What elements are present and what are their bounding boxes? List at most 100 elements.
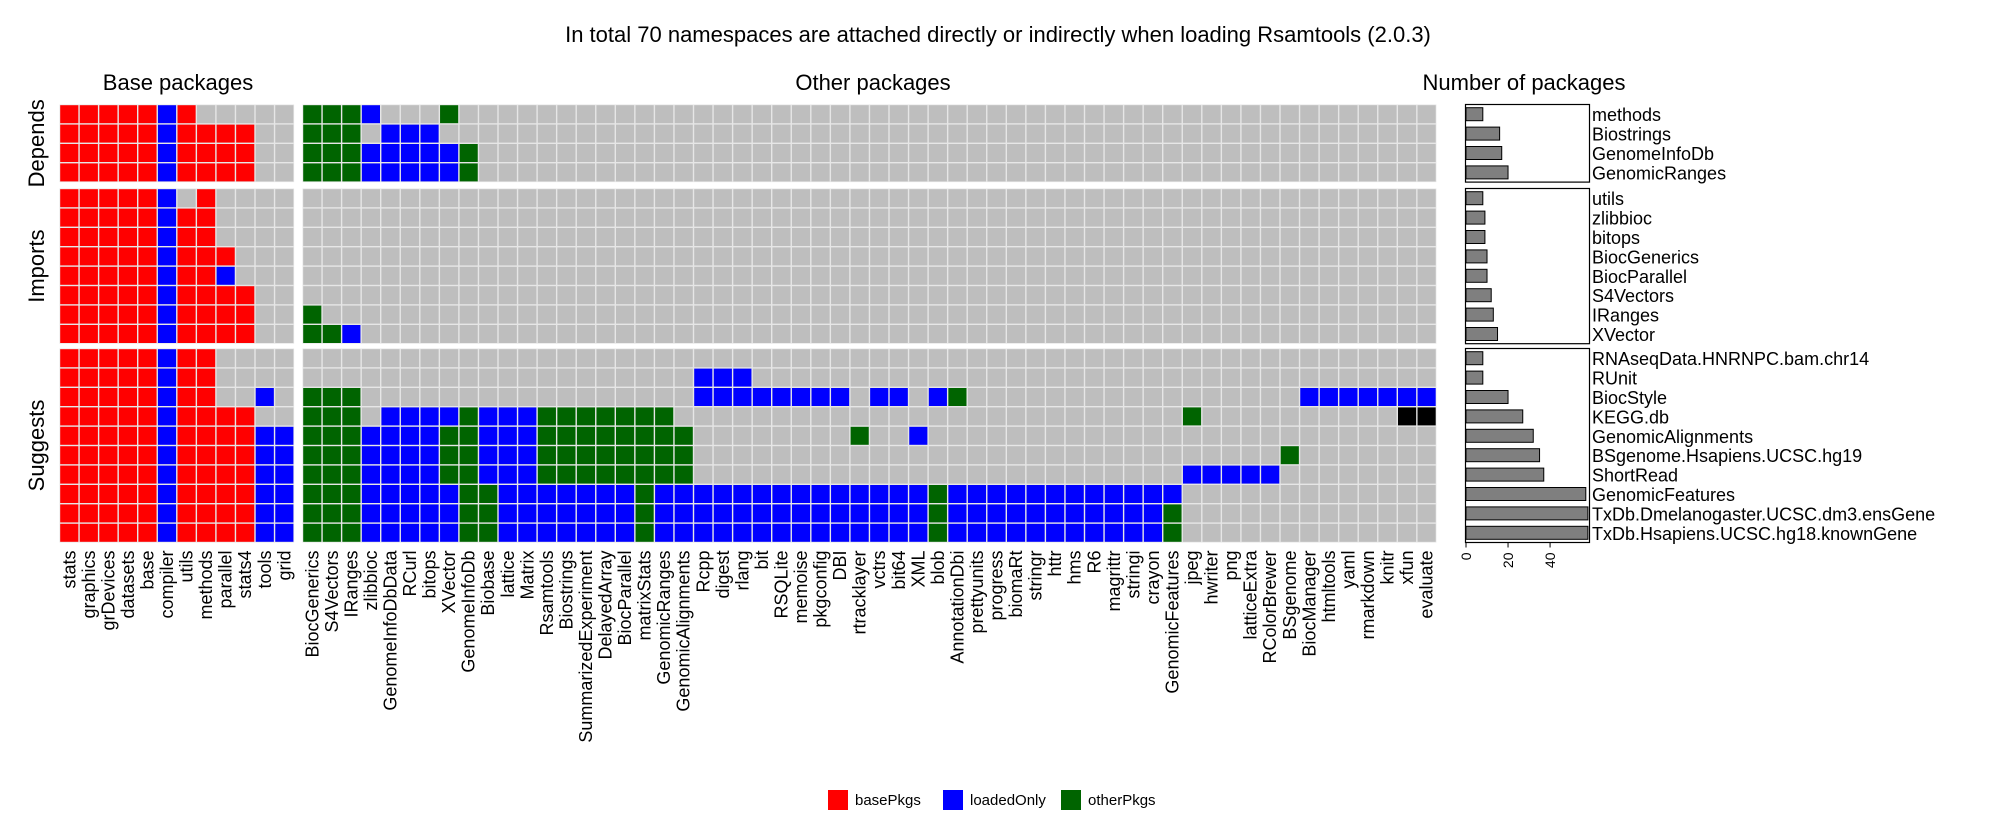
cell-iranges-biocgenerics — [303, 305, 322, 324]
cell-bitops-biostrings — [557, 228, 576, 246]
cell-zlibbioc-annotationdbi — [948, 208, 967, 227]
cell-txdb-dmelanogaster-ucsc-dm3-ensgene-annotationdbi — [948, 504, 967, 523]
cell-rnaseqdata-hnrnpc-bam-chr14-rsqlite — [772, 349, 791, 368]
cell-utils-utils — [177, 189, 196, 208]
cell-xvector-compiler — [157, 325, 177, 343]
cell-genomicalignments-base — [138, 426, 157, 445]
cell-biocstyle-genomicalignments — [674, 388, 693, 406]
cell-biocparallel-biocparallel — [616, 266, 635, 285]
chart-legend: basePkgs loadedOnly otherPkgs — [828, 790, 1156, 810]
cell-txdb-dmelanogaster-ucsc-dm3-ensgene-latticeextra — [1241, 504, 1260, 523]
cell-rnaseqdata-hnrnpc-bam-chr14-base — [138, 349, 157, 368]
cell-biocstyle-grdevices — [99, 388, 118, 406]
cell-txdb-dmelanogaster-ucsc-dm3-ensgene-rsamtools — [537, 504, 556, 523]
cell-iranges-htmltools — [1319, 305, 1338, 324]
cell-genomicranges-rtracklayer — [850, 163, 869, 182]
cell-utils-stats — [60, 189, 79, 208]
cell-methods-xfun — [1398, 105, 1417, 124]
cell-txdb-hsapiens-ucsc-hg18-knowngene-stringr — [1026, 523, 1045, 542]
cell-s4vectors-rcurl — [400, 286, 420, 305]
cell-genomicranges-dbi — [831, 163, 850, 182]
cell-biocstyle-crayon — [1143, 388, 1162, 406]
cell-txdb-dmelanogaster-ucsc-dm3-ensgene-rsqlite — [772, 504, 791, 523]
cell-biostrings-rlang — [733, 124, 752, 143]
cell-biocgenerics-memoise — [791, 247, 811, 266]
cell-bsgenome-hsapiens-ucsc-hg19-compiler — [157, 446, 177, 465]
cell-genomicfeatures-pkgconfig — [811, 485, 830, 503]
cell-bitops-stringr — [1026, 228, 1045, 246]
cell-txdb-hsapiens-ucsc-hg18-knowngene-knitr — [1378, 523, 1397, 542]
cell-bsgenome-hsapiens-ucsc-hg19-grid — [275, 446, 294, 465]
cell-methods-htmltools — [1319, 105, 1338, 124]
cell-bsgenome-hsapiens-ucsc-hg19-genomicranges — [655, 446, 674, 465]
cell-biostrings-bsgenome — [1280, 124, 1299, 143]
cell-zlibbioc-biocparallel — [616, 208, 635, 227]
cell-genomicalignments-utils — [177, 426, 196, 445]
cell-xvector-stats — [60, 325, 79, 343]
cell-xvector-rmarkdown — [1358, 325, 1378, 343]
cell-utils-xml — [909, 189, 928, 208]
cell-biostrings-bit — [752, 124, 771, 143]
cell-genomicranges-magrittr — [1104, 163, 1123, 182]
group-label-depends: Depends — [24, 99, 49, 187]
cell-methods-rcurl — [400, 105, 420, 124]
cell-genomicalignments-progress — [987, 426, 1006, 445]
cell-kegg-db-pkgconfig — [811, 407, 830, 426]
cell-genomicranges-memoise — [791, 163, 811, 182]
cell-utils-hwriter — [1202, 189, 1221, 208]
cell-zlibbioc-r6 — [1085, 208, 1104, 227]
cell-biocparallel-hms — [1065, 266, 1084, 285]
cell-biocparallel-grdevices — [99, 266, 118, 285]
cell-s4vectors-s4vectors — [322, 286, 341, 305]
cell-iranges-delayedarray — [596, 305, 615, 324]
column-label-evaluate: evaluate — [1417, 551, 1437, 619]
cell-zlibbioc-stringr — [1026, 208, 1045, 227]
row-label-genomicranges: GenomicRanges — [1592, 163, 1726, 183]
cell-genomeinfodb-htmltools — [1319, 144, 1338, 162]
cell-zlibbioc-s4vectors — [322, 208, 341, 227]
cell-s4vectors-compiler — [157, 286, 177, 305]
cell-biocstyle-genomeinfodb — [459, 388, 478, 406]
cell-s4vectors-hms — [1065, 286, 1084, 305]
cell-biostrings-base — [138, 124, 157, 143]
cell-utils-biobase — [479, 189, 498, 208]
cell-biocparallel-knitr — [1378, 266, 1397, 285]
cell-bsgenome-hsapiens-ucsc-hg19-datasets — [118, 446, 137, 465]
column-label-bit: bit — [752, 551, 772, 570]
cell-genomicfeatures-annotationdbi — [948, 485, 967, 503]
cell-runit-jpeg — [1182, 368, 1202, 387]
cell-rnaseqdata-hnrnpc-bam-chr14-biomart — [1007, 349, 1026, 368]
cell-zlibbioc-methods — [197, 208, 216, 227]
cell-kegg-db-genomicfeatures — [1163, 407, 1182, 426]
cell-xvector-bit — [752, 325, 771, 343]
cell-genomeinfodb-yaml — [1339, 144, 1358, 162]
cell-genomeinfodb-pkgconfig — [811, 144, 830, 162]
cell-bsgenome-hsapiens-ucsc-hg19-memoise — [791, 446, 811, 465]
cell-methods-jpeg — [1182, 105, 1202, 124]
cell-runit-hwriter — [1202, 368, 1221, 387]
cell-bitops-iranges — [342, 228, 361, 246]
cell-genomicalignments-s4vectors — [322, 426, 341, 445]
cell-runit-matrix — [518, 368, 537, 387]
cell-kegg-db-zlibbioc — [361, 407, 380, 426]
cell-genomicalignments-memoise — [791, 426, 811, 445]
cell-xvector-stats4 — [236, 325, 255, 343]
cell-genomicalignments-crayon — [1143, 426, 1162, 445]
cell-shortread-s4vectors — [322, 465, 341, 484]
cell-biocstyle-bit64 — [889, 388, 908, 406]
cell-genomicranges-genomicranges — [655, 163, 674, 182]
cell-methods-latticeextra — [1241, 105, 1260, 124]
cell-rnaseqdata-hnrnpc-bam-chr14-jpeg — [1182, 349, 1202, 368]
cell-txdb-hsapiens-ucsc-hg18-knowngene-summarizedexperiment — [576, 523, 596, 542]
cell-shortread-dbi — [831, 465, 850, 484]
cell-txdb-hsapiens-ucsc-hg18-knowngene-compiler — [157, 523, 177, 542]
cell-iranges-rcurl — [400, 305, 420, 324]
cell-biostrings-iranges — [342, 124, 361, 143]
cell-iranges-biobase — [479, 305, 498, 324]
cell-biocgenerics-digest — [713, 247, 732, 266]
cell-kegg-db-blob — [928, 407, 947, 426]
cell-bitops-memoise — [791, 228, 811, 246]
cell-kegg-db-httr — [1046, 407, 1065, 426]
cell-txdb-dmelanogaster-ucsc-dm3-ensgene-compiler — [157, 504, 177, 523]
cell-genomeinfodb-zlibbioc — [361, 144, 380, 162]
